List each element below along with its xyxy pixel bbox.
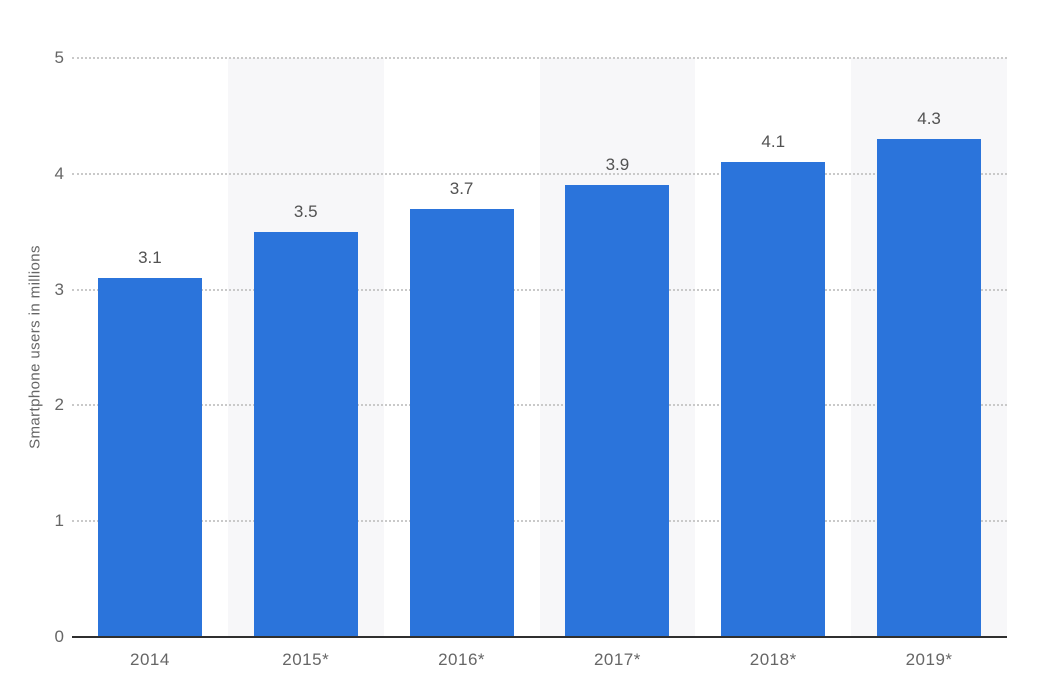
bar-2018[interactable] [721,162,826,637]
x-axis-label-2014: 2014 [130,650,170,669]
x-axis-label-2017: 2017* [593,650,641,669]
y-tick-label-2: 2 [54,395,64,415]
y-tick-label-3: 3 [54,279,64,299]
gridline-y-5 [72,57,1007,59]
bar-value-2017: 3.9 [605,155,630,175]
bar-value-2019: 4.3 [917,109,941,129]
bar-value-2016: 3.7 [449,178,474,198]
x-axis-line [72,636,1007,638]
bar-value-2015: 3.5 [293,201,318,221]
gridline-y-4 [72,172,1007,175]
gridline-y-2 [72,404,1007,407]
bar-2014[interactable] [97,278,202,637]
bar-value-2018: 4.1 [761,132,786,152]
bar-2019[interactable] [877,139,982,637]
bar-2016[interactable] [409,208,514,637]
bar-value-2014: 3.1 [138,248,162,268]
bar-2015[interactable] [253,231,358,637]
bar-2017[interactable] [565,185,670,637]
y-tick-label-0: 0 [54,627,64,646]
y-tick-label-1: 1 [54,511,64,531]
y-axis-title: Smartphone users in millions [26,245,44,449]
y-tick-label-5: 5 [54,48,64,67]
x-axis-label-2016: 2016* [438,650,486,669]
x-axis-label-2015: 2015* [282,650,330,669]
y-tick-label-4: 4 [54,163,64,183]
gridline-y-3 [72,288,1007,291]
x-axis-label-2019: 2019* [905,650,953,669]
x-axis-label-2018: 2018* [749,650,797,669]
gridline-y-1 [72,520,1007,523]
